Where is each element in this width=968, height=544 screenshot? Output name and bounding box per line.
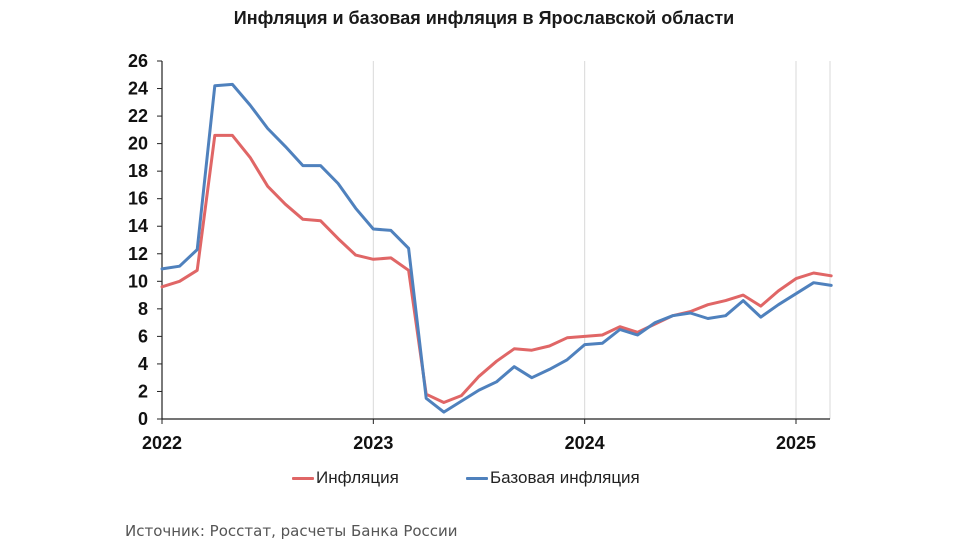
y-tick-label: 20 <box>128 134 148 154</box>
chart-legend: Инфляция Базовая инфляция <box>0 468 968 492</box>
y-tick-label: 4 <box>138 354 148 374</box>
y-tick-label: 16 <box>128 189 148 209</box>
legend-swatch-inflation <box>292 476 314 480</box>
y-tick-label: 18 <box>128 161 148 181</box>
y-tick-label: 2 <box>138 381 148 401</box>
y-tick-label: 14 <box>128 216 148 236</box>
legend-item-core-inflation: Базовая инфляция <box>466 468 640 488</box>
legend-swatch-core-inflation <box>466 476 488 480</box>
legend-label-core-inflation: Базовая инфляция <box>490 468 640 487</box>
series-line-inflation <box>160 133 833 404</box>
y-tick-label: 22 <box>128 106 148 126</box>
y-tick-label: 8 <box>138 299 148 319</box>
y-tick-label: 6 <box>138 326 148 346</box>
chart-title: Инфляция и базовая инфляция в Ярославско… <box>233 8 735 28</box>
legend-item-inflation: Инфляция <box>292 468 399 488</box>
x-tick-label: 2022 <box>142 433 182 453</box>
y-tick-label: 12 <box>128 244 148 264</box>
y-tick-label: 26 <box>128 51 148 71</box>
y-tick-label: 0 <box>138 409 148 429</box>
source-note: Источник: Росстат, расчеты Банка России <box>125 522 458 540</box>
y-tick-label: 10 <box>128 271 148 291</box>
x-tick-label: 2025 <box>776 433 816 453</box>
series-line-core-inflation <box>160 82 833 414</box>
legend-label-inflation: Инфляция <box>316 468 399 487</box>
y-tick-label: 24 <box>128 79 148 99</box>
x-tick-label: 2023 <box>353 433 393 453</box>
x-tick-label: 2024 <box>565 433 605 453</box>
